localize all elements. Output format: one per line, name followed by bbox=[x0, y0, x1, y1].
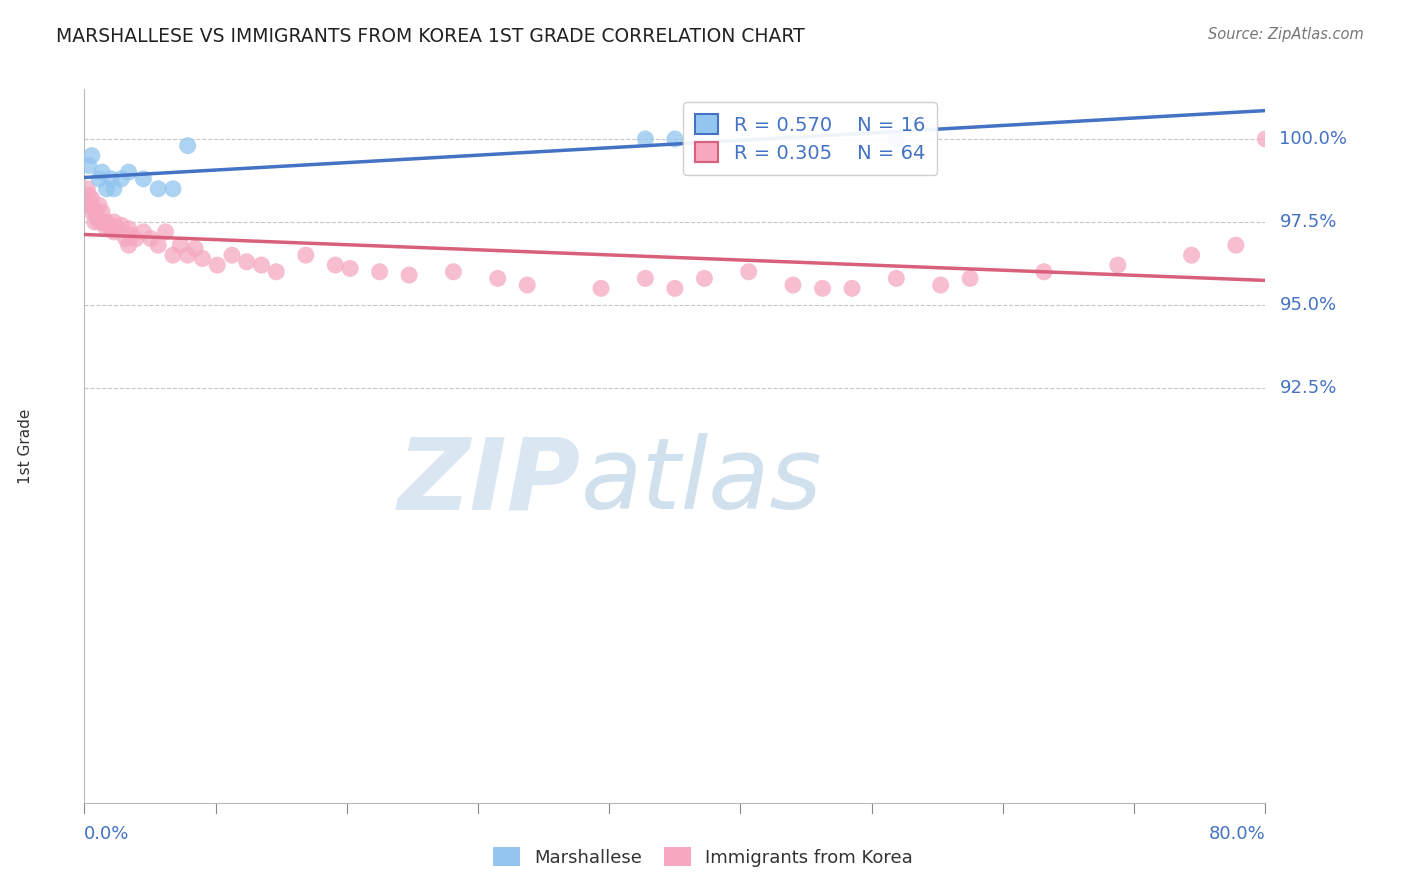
Point bbox=[169, 238, 191, 252]
Text: atlas: atlas bbox=[581, 434, 823, 530]
Point bbox=[118, 221, 141, 235]
Point bbox=[103, 215, 125, 229]
Point bbox=[77, 159, 100, 173]
Point bbox=[1254, 132, 1277, 146]
Point bbox=[87, 171, 111, 186]
Point bbox=[177, 248, 200, 262]
Point bbox=[441, 265, 464, 279]
Point bbox=[782, 278, 804, 293]
Point bbox=[886, 271, 908, 285]
Text: Source: ZipAtlas.com: Source: ZipAtlas.com bbox=[1208, 27, 1364, 42]
Point bbox=[1180, 248, 1202, 262]
Point bbox=[110, 171, 132, 186]
Point bbox=[929, 278, 952, 293]
Point bbox=[634, 132, 657, 146]
Point bbox=[83, 215, 105, 229]
Point bbox=[339, 261, 361, 276]
Point bbox=[103, 225, 125, 239]
Text: 92.5%: 92.5% bbox=[1279, 379, 1337, 397]
Point bbox=[162, 248, 184, 262]
Point bbox=[80, 205, 103, 219]
Point bbox=[91, 205, 114, 219]
Point bbox=[77, 188, 100, 202]
Point bbox=[96, 221, 118, 235]
Point bbox=[323, 258, 347, 272]
Point bbox=[82, 202, 104, 216]
Point bbox=[264, 265, 288, 279]
Point bbox=[221, 248, 243, 262]
Point bbox=[84, 205, 107, 219]
Point bbox=[110, 219, 132, 233]
Text: 97.5%: 97.5% bbox=[1279, 213, 1337, 231]
Point bbox=[295, 248, 318, 262]
Point bbox=[87, 198, 111, 212]
Point bbox=[591, 281, 613, 295]
Point bbox=[118, 238, 141, 252]
Point bbox=[125, 231, 148, 245]
Point bbox=[103, 182, 125, 196]
Point bbox=[516, 278, 538, 293]
Point bbox=[191, 252, 214, 266]
Point bbox=[664, 281, 686, 295]
Text: 1st Grade: 1st Grade bbox=[18, 409, 32, 483]
Point bbox=[486, 271, 509, 285]
Text: ZIP: ZIP bbox=[398, 434, 581, 530]
Point bbox=[148, 182, 170, 196]
Point bbox=[118, 165, 141, 179]
Point bbox=[1032, 265, 1054, 279]
Point bbox=[105, 221, 128, 235]
Point bbox=[184, 242, 207, 256]
Text: 100.0%: 100.0% bbox=[1279, 130, 1347, 148]
Point bbox=[80, 192, 103, 206]
Point bbox=[132, 225, 155, 239]
Point bbox=[398, 268, 420, 282]
Point bbox=[155, 225, 177, 239]
Point bbox=[93, 215, 115, 229]
Legend: Marshallese, Immigrants from Korea: Marshallese, Immigrants from Korea bbox=[485, 840, 921, 874]
Point bbox=[79, 198, 101, 212]
Text: MARSHALLESE VS IMMIGRANTS FROM KOREA 1ST GRADE CORRELATION CHART: MARSHALLESE VS IMMIGRANTS FROM KOREA 1ST… bbox=[56, 27, 806, 45]
Point bbox=[886, 132, 908, 146]
Point bbox=[86, 211, 108, 226]
Point bbox=[250, 258, 273, 272]
Point bbox=[87, 215, 111, 229]
Point bbox=[80, 148, 103, 162]
Point bbox=[177, 138, 200, 153]
Point bbox=[96, 215, 118, 229]
Point bbox=[96, 182, 118, 196]
Point bbox=[664, 132, 686, 146]
Point bbox=[91, 165, 114, 179]
Point bbox=[693, 271, 716, 285]
Text: 0.0%: 0.0% bbox=[84, 825, 129, 843]
Point bbox=[76, 182, 98, 196]
Point bbox=[368, 265, 391, 279]
Point bbox=[634, 271, 657, 285]
Point bbox=[235, 254, 259, 268]
Point bbox=[1225, 238, 1247, 252]
Point bbox=[100, 221, 122, 235]
Point bbox=[100, 171, 122, 186]
Point bbox=[148, 238, 170, 252]
Point bbox=[162, 182, 184, 196]
Point bbox=[121, 228, 143, 243]
Point bbox=[959, 271, 981, 285]
Point bbox=[738, 265, 761, 279]
Point bbox=[205, 258, 228, 272]
Point bbox=[98, 219, 121, 233]
Point bbox=[841, 281, 863, 295]
Point bbox=[114, 231, 136, 245]
Point bbox=[139, 231, 162, 245]
Legend: R = 0.570    N = 16, R = 0.305    N = 64: R = 0.570 N = 16, R = 0.305 N = 64 bbox=[683, 103, 936, 175]
Text: 80.0%: 80.0% bbox=[1209, 825, 1265, 843]
Point bbox=[132, 171, 155, 186]
Point bbox=[1107, 258, 1129, 272]
Text: 95.0%: 95.0% bbox=[1279, 296, 1337, 314]
Point bbox=[811, 281, 834, 295]
